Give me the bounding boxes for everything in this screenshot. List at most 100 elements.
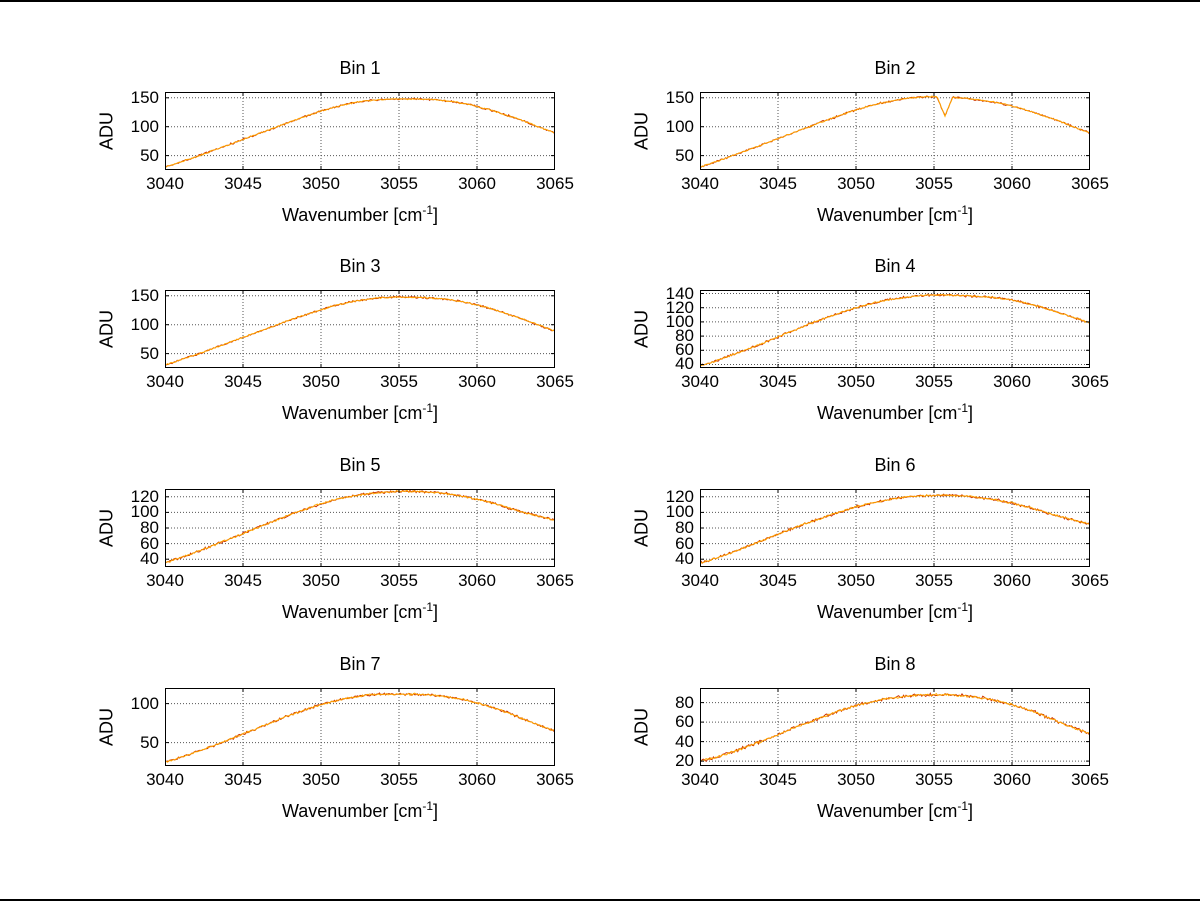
x-tick-label: 3055 (380, 174, 418, 193)
subplot-bin-7: Bin 7 ADU 50 100 3040 3045 3050 3055 3060 3065… (97, 654, 574, 821)
xlabel-superscript: -1 (422, 401, 434, 415)
xlabel-superscript: -1 (957, 799, 969, 813)
x-tick-label: 3060 (993, 372, 1031, 391)
x-tick-label: 3060 (458, 174, 496, 193)
x-tick-label: 3055 (380, 770, 418, 789)
xlabel-close-bracket: ] (968, 205, 974, 225)
x-tick-label: 3050 (302, 770, 340, 789)
xlabel-close-bracket: ] (433, 602, 439, 622)
y-tick-label: 20 (675, 751, 694, 771)
data-line (700, 692, 1090, 763)
chart-title: Bin 7 (339, 654, 381, 674)
subplot-bin-2: Bin 2 ADU 50 100 150 3040 3045 3050 3055 3060 3… (632, 58, 1109, 225)
xlabel-text: Wavenumber [cm (281, 602, 423, 622)
x-tick-label: 3055 (915, 770, 953, 789)
x-tick-label: 3040 (146, 571, 184, 590)
x-tick-label: 3045 (759, 571, 797, 590)
x-tick-label: 3050 (837, 174, 875, 193)
axes-box (700, 688, 1090, 766)
xlabel-text: Wavenumber [cm (281, 801, 423, 821)
chart-title: Bin 3 (339, 256, 381, 276)
y-tick-labels: 50 100 150 (95, 286, 165, 368)
chart-title: Bin 5 (339, 455, 381, 475)
xlabel-text: Wavenumber [cm (816, 801, 958, 821)
data-line (165, 692, 555, 763)
y-tick-label: 100 (130, 116, 159, 136)
y-tick-label: 150 (665, 87, 694, 107)
y-tick-label: 50 (140, 732, 159, 752)
x-axis-label: Wavenumber [cm-1] (700, 796, 1090, 821)
chart-title: Bin 4 (874, 256, 916, 276)
data-line (165, 97, 555, 168)
y-tick-labels: 50 100 150 (95, 87, 165, 170)
axes-box (165, 688, 555, 766)
y-tick-label: 100 (665, 311, 694, 331)
subplot-bin-3: Bin 3 ADU 50 100 150 3040 3045 3050 3055 3060 3… (97, 256, 574, 423)
x-tick-labels: 3040 3045 3050 3055 3060 3065 (681, 766, 1109, 792)
x-axis-label: Wavenumber [cm-1] (165, 200, 555, 225)
subplot-bin-6: Bin 6 ADU 40 60 80 100 120 3040 3045 3050 3055 3… (632, 455, 1109, 622)
y-tick-label: 120 (665, 297, 694, 317)
x-axis-label: Wavenumber [cm-1] (165, 398, 555, 423)
data-line (700, 493, 1090, 564)
x-tick-label: 3045 (224, 372, 262, 391)
x-tick-labels: 3040 3045 3050 3055 3060 3065 (681, 368, 1109, 394)
x-tick-label: 3065 (1071, 571, 1109, 590)
chart-title: Bin 8 (874, 654, 916, 674)
x-tick-label: 3045 (224, 571, 262, 590)
xlabel-superscript: -1 (957, 203, 969, 217)
x-tick-label: 3040 (681, 174, 719, 193)
xlabel-superscript: -1 (422, 203, 434, 217)
x-tick-label: 3065 (536, 174, 574, 193)
xlabel-text: Wavenumber [cm (816, 602, 958, 622)
data-line (165, 489, 555, 564)
x-tick-label: 3040 (681, 770, 719, 789)
x-tick-label: 3040 (146, 372, 184, 391)
xlabel-close-bracket: ] (968, 602, 974, 622)
y-tick-label: 80 (140, 518, 159, 537)
y-tick-label: 80 (675, 518, 694, 537)
data-line (700, 95, 1090, 169)
data-line (165, 489, 555, 564)
axes-box (165, 290, 555, 368)
x-tick-label: 3055 (915, 174, 953, 193)
xlabel-text: Wavenumber [cm (816, 205, 958, 225)
y-tick-label: 60 (675, 712, 694, 732)
x-tick-label: 3040 (146, 770, 184, 789)
x-tick-labels: 3040 3045 3050 3055 3060 3065 (681, 170, 1109, 196)
y-tick-label: 60 (675, 533, 694, 553)
x-axis-label: Wavenumber [cm-1] (165, 796, 555, 821)
axes-box (700, 290, 1090, 368)
xlabel-superscript: -1 (957, 600, 969, 614)
x-tick-label: 3065 (536, 770, 574, 789)
x-axis-label: Wavenumber [cm-1] (700, 200, 1090, 225)
x-tick-label: 3040 (146, 174, 184, 193)
plot-area (165, 290, 555, 368)
chart-title: Bin 1 (339, 58, 381, 78)
x-tick-label: 3060 (993, 571, 1031, 590)
data-line (165, 97, 555, 168)
y-tick-label: 40 (675, 354, 694, 374)
x-tick-label: 3050 (837, 372, 875, 391)
y-tick-label: 150 (130, 87, 159, 107)
x-tick-label: 3055 (380, 571, 418, 590)
x-tick-label: 3060 (993, 174, 1031, 193)
data-line (165, 295, 555, 366)
plot-area (165, 92, 555, 170)
y-tick-label: 120 (130, 486, 159, 506)
y-tick-label: 60 (140, 533, 159, 553)
xlabel-close-bracket: ] (433, 205, 439, 225)
xlabel-text: Wavenumber [cm (816, 403, 958, 423)
plot-area (700, 489, 1090, 567)
x-tick-labels: 3040 3045 3050 3055 3060 3065 (146, 368, 574, 394)
x-axis-label: Wavenumber [cm-1] (700, 398, 1090, 423)
y-tick-labels: 40 60 80 100 120 140 (630, 284, 700, 373)
data-line (700, 95, 1090, 168)
y-tick-label: 40 (675, 731, 694, 751)
xlabel-text: Wavenumber [cm (281, 403, 423, 423)
x-tick-label: 3050 (837, 770, 875, 789)
y-tick-labels: 20 40 60 80 (630, 688, 700, 770)
y-tick-label: 100 (130, 502, 159, 522)
plot-area (165, 489, 555, 567)
